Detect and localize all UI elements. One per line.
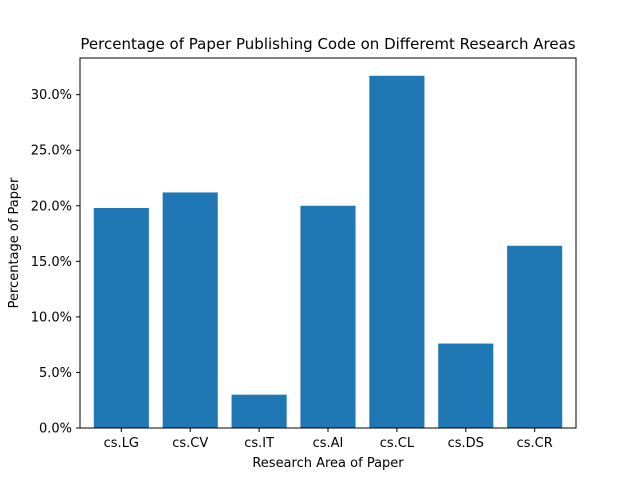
bar-cs-it [231, 394, 287, 428]
x-tick-label: cs.IT [244, 436, 274, 451]
x-tick-label: cs.AI [313, 436, 344, 451]
x-tick-label: cs.CV [172, 436, 208, 451]
x-axis-title: Research Area of Paper [252, 456, 404, 471]
y-tick-label: 20.0% [31, 199, 72, 214]
y-tick-label: 25.0% [31, 144, 72, 159]
bar-cs-lg [93, 208, 149, 428]
y-axis-title: Percentage of Paper [7, 177, 22, 308]
bar-cs-ds [438, 343, 494, 428]
y-tick-label: 30.0% [31, 88, 72, 103]
x-axis: cs.LG cs.CV cs.IT cs.AI cs.CL cs.DS cs.CR [104, 428, 553, 451]
bar-cs-cr [507, 245, 563, 428]
x-tick-label: cs.LG [104, 436, 139, 451]
y-axis: 0.0% 5.0% 10.0% 15.0% 20.0% 25.0% 30.0% [31, 88, 80, 437]
y-tick-label: 0.0% [39, 422, 72, 437]
y-tick-label: 10.0% [31, 310, 72, 325]
x-tick-label: cs.DS [448, 436, 484, 451]
y-tick-label: 15.0% [31, 255, 72, 270]
y-tick-label: 5.0% [39, 366, 72, 381]
bars-group [93, 75, 563, 428]
bar-cs-ai [300, 205, 356, 428]
chart-title: Percentage of Paper Publishing Code on D… [80, 35, 575, 53]
bar-cs-cl [369, 75, 425, 428]
x-tick-label: cs.CR [517, 436, 553, 451]
x-tick-label: cs.CL [380, 436, 415, 451]
bar-cs-cv [162, 192, 218, 428]
